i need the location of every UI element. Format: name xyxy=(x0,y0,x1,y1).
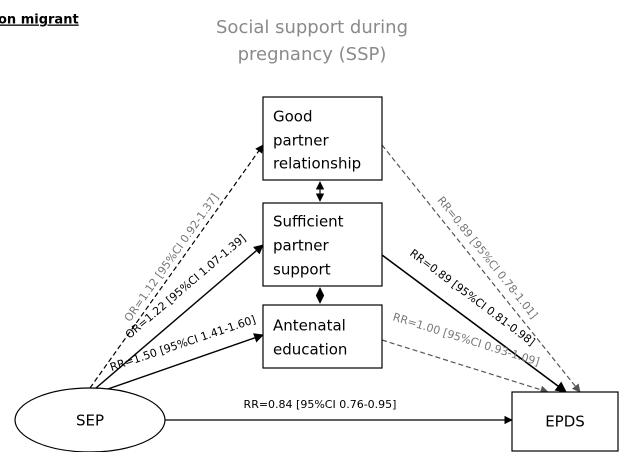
edge xyxy=(381,144,581,393)
title-line: Social support during xyxy=(216,17,408,38)
node-label: education xyxy=(273,341,347,359)
node-label: partner xyxy=(273,237,329,255)
node-label: support xyxy=(273,261,331,279)
node-ellipse xyxy=(14,387,166,452)
edge-label: RR=0.84 [95%CI 0.76-0.95] xyxy=(244,398,397,411)
edge xyxy=(89,144,264,389)
edge xyxy=(381,254,567,393)
node-label: relationship xyxy=(273,155,361,173)
node-label: SEP xyxy=(76,412,104,430)
node-label: EPDS xyxy=(545,413,585,431)
title-line: pregnancy (SSP) xyxy=(238,44,387,65)
section-tag: on migrant xyxy=(0,13,79,28)
edge xyxy=(104,333,264,391)
edge xyxy=(381,339,549,394)
edge xyxy=(95,244,264,389)
node-label: Antenatal xyxy=(273,317,346,335)
node-label: Sufficient xyxy=(273,213,344,231)
node-box xyxy=(511,391,619,452)
node-box xyxy=(262,202,383,287)
node-label: Good xyxy=(273,108,313,126)
node-box xyxy=(262,96,383,181)
node-label: partner xyxy=(273,132,329,150)
node-box xyxy=(262,304,383,369)
